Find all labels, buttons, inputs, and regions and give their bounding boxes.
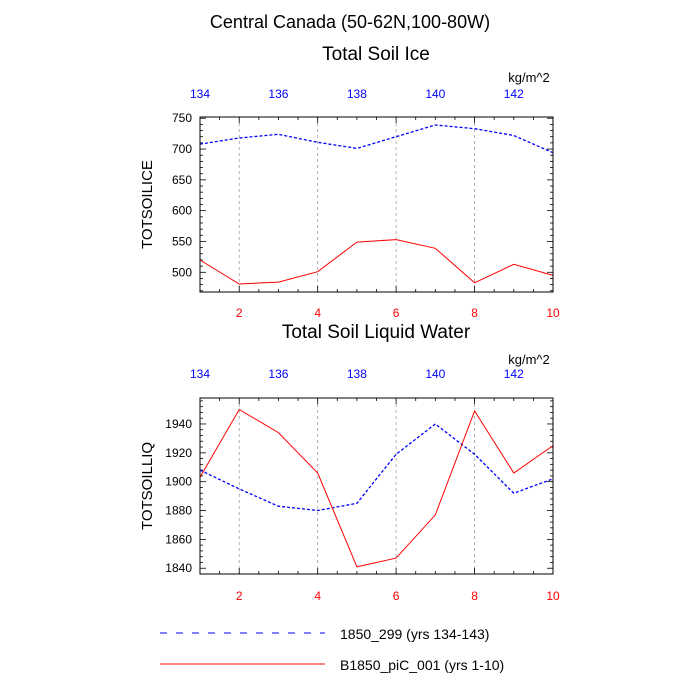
x-top-tick-label: 142 [504,367,524,381]
series-line-blue-1850-299 [199,124,554,154]
x-top-tick-label: 140 [425,87,445,101]
y-tick-label: 600 [172,204,192,218]
y-tick-label: 550 [172,234,192,248]
x-top-tick-label: 140 [425,367,445,381]
y-tick-label: 1840 [165,561,192,575]
y-tick-label: 1940 [165,417,192,431]
x-bottom-tick-label: 4 [314,306,321,320]
plot-frame [199,397,554,575]
x-top-tick-label: 138 [347,87,367,101]
y-tick-label: 1880 [165,504,192,518]
y-tick-label: 1860 [165,532,192,546]
series-line-red-b1850-picontrol [199,408,554,568]
x-bottom-tick-label: 2 [236,589,243,603]
x-bottom-tick-label: 10 [546,306,560,320]
x-top-tick-label: 138 [347,367,367,381]
y-axis-label: TOTSOILLIQ [139,442,156,530]
series-line-red-b1850-picontrol [199,239,554,285]
panel-title: Total Soil Ice [322,44,430,65]
x-top-tick-label: 136 [268,367,288,381]
soil-liquid-panel: Total Soil Liquid Water kg/m^2 TOTSOILLIQ 1… [139,322,560,603]
legend: 1850_299 (yrs 134-143) B1850_piC_001 (yr… [160,626,504,673]
x-bottom-tick-label: 6 [393,589,400,603]
legend-label-1850-299: 1850_299 (yrs 134-143) [340,626,489,642]
plot-frame [199,116,554,293]
x-bottom-tick-label: 4 [314,589,321,603]
x-bottom-tick-label: 6 [393,306,400,320]
units-label: kg/m^2 [508,70,550,85]
x-bottom-tick-label: 8 [471,589,478,603]
x-top-tick-label: 142 [504,87,524,101]
y-tick-label: 1920 [165,446,192,460]
y-tick-label: 1900 [165,475,192,489]
x-top-tick-label: 136 [268,87,288,101]
panel-title: Total Soil Liquid Water [282,322,471,343]
soil-ice-panel: Total Soil Ice kg/m^2 TOTSOILICE 500 550 600 6… [139,44,560,320]
x-top-tick-label: 134 [190,367,210,381]
main-title: Central Canada (50-62N,100-80W) [210,12,490,32]
series-line-blue-1850-299 [199,423,554,512]
y-tick-label: 700 [172,142,192,156]
x-top-tick-label: 134 [190,87,210,101]
y-tick-label: 750 [172,111,192,125]
y-tick-label: 650 [172,173,192,187]
x-bottom-tick-label: 8 [471,306,478,320]
x-bottom-tick-label: 2 [236,306,243,320]
units-label: kg/m^2 [508,352,550,367]
y-tick-label: 500 [172,265,192,279]
y-axis-label: TOTSOILICE [139,160,156,249]
legend-label-b1850-picontrol: B1850_piC_001 (yrs 1-10) [340,657,504,673]
x-bottom-tick-label: 10 [546,589,560,603]
